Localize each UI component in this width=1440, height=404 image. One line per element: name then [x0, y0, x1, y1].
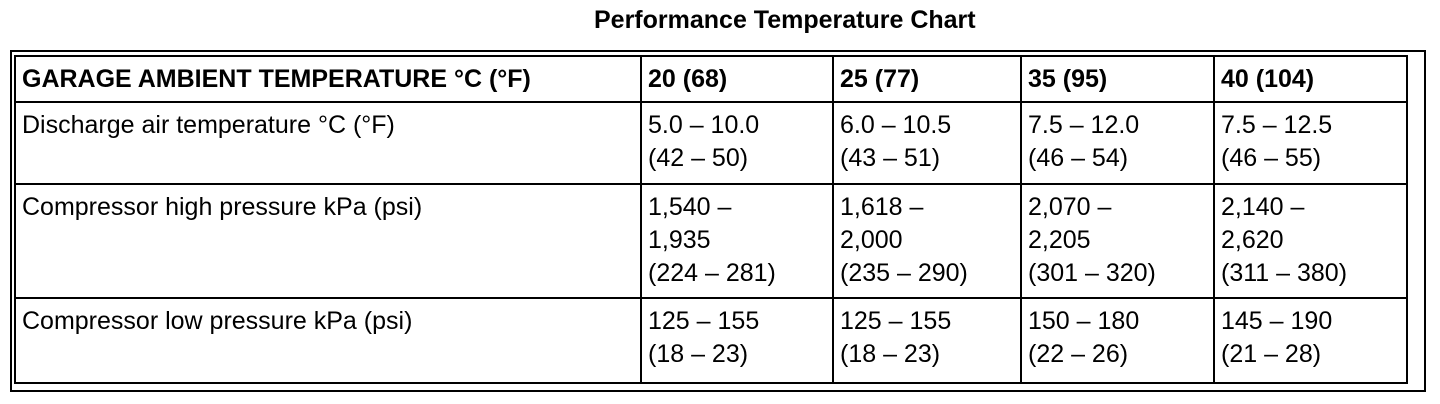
cell-line: 1,618 –	[840, 193, 924, 221]
cell-line: 125 – 155	[648, 307, 760, 335]
table-frame	[10, 50, 1426, 392]
cell-line: (46 – 54)	[1028, 144, 1129, 172]
cell-line: 1,935	[648, 226, 711, 254]
cell-line: 6.0 – 10.5	[840, 111, 952, 139]
table-row: Compressor high pressure kPa (psi) 1,540…	[14, 183, 1408, 299]
row-label-low-pressure: Compressor low pressure kPa (psi)	[14, 297, 642, 384]
cell-line: (311 – 380)	[1221, 259, 1348, 287]
table-cell: 1,540 – 1,935 (224 – 281)	[640, 183, 834, 299]
row-label-high-pressure: Compressor high pressure kPa (psi)	[14, 183, 642, 299]
table-cell: 5.0 – 10.0 (42 – 50)	[640, 101, 834, 185]
cell-line: (46 – 55)	[1221, 144, 1322, 172]
table-cell: 7.5 – 12.5 (46 – 55)	[1213, 101, 1408, 185]
header-row: GARAGE AMBIENT TEMPERATURE °C (°F) 20 (6…	[14, 55, 1408, 103]
cell-line: (224 – 281)	[648, 259, 776, 287]
cell-line: 2,140 –	[1221, 193, 1305, 221]
table-row: Compressor low pressure kPa (psi) 125 – …	[14, 297, 1408, 384]
table-row: Discharge air temperature °C (°F) 5.0 – …	[14, 101, 1408, 185]
cell-line: (301 – 320)	[1028, 259, 1156, 287]
cell-line: (42 – 50)	[648, 144, 749, 172]
table-cell: 145 – 190 (21 – 28)	[1213, 297, 1408, 384]
cell-line: 7.5 – 12.0	[1028, 111, 1140, 139]
cell-line: 1,540 –	[648, 193, 732, 221]
header-col-20: 20 (68)	[640, 55, 834, 103]
cell-line: (22 – 26)	[1028, 340, 1129, 368]
table-cell: 125 – 155 (18 – 23)	[832, 297, 1022, 384]
cell-line: (18 – 23)	[648, 340, 749, 368]
table-cell: 2,140 – 2,620 (311 – 380)	[1213, 183, 1408, 299]
cell-line: 2,070 –	[1028, 193, 1112, 221]
table-cell: 150 – 180 (22 – 26)	[1020, 297, 1215, 384]
cell-line: 150 – 180	[1028, 307, 1140, 335]
cell-line: (235 – 290)	[840, 259, 968, 287]
performance-temperature-table: GARAGE AMBIENT TEMPERATURE °C (°F) 20 (6…	[14, 55, 1408, 384]
cell-line: 125 – 155	[840, 307, 952, 335]
cell-line: (43 – 51)	[840, 144, 941, 172]
table-cell: 1,618 – 2,000 (235 – 290)	[832, 183, 1022, 299]
table-cell: 7.5 – 12.0 (46 – 54)	[1020, 101, 1215, 185]
cell-line: 145 – 190	[1221, 307, 1333, 335]
cell-line: 2,620	[1221, 226, 1284, 254]
cell-line: 7.5 – 12.5	[1221, 111, 1333, 139]
cell-line: 5.0 – 10.0	[648, 111, 760, 139]
chart-title: Performance Temperature Chart	[594, 6, 976, 34]
header-col-35: 35 (95)	[1020, 55, 1215, 103]
row-label-discharge: Discharge air temperature °C (°F)	[14, 101, 642, 185]
table-cell: 125 – 155 (18 – 23)	[640, 297, 834, 384]
cell-line: 2,205	[1028, 226, 1091, 254]
cell-line: (18 – 23)	[840, 340, 941, 368]
table-cell: 2,070 – 2,205 (301 – 320)	[1020, 183, 1215, 299]
cell-line: 2,000	[840, 226, 903, 254]
header-label: GARAGE AMBIENT TEMPERATURE °C (°F)	[14, 55, 642, 103]
header-col-40: 40 (104)	[1213, 55, 1408, 103]
cell-line: (21 – 28)	[1221, 340, 1322, 368]
header-col-25: 25 (77)	[832, 55, 1022, 103]
table-cell: 6.0 – 10.5 (43 – 51)	[832, 101, 1022, 185]
